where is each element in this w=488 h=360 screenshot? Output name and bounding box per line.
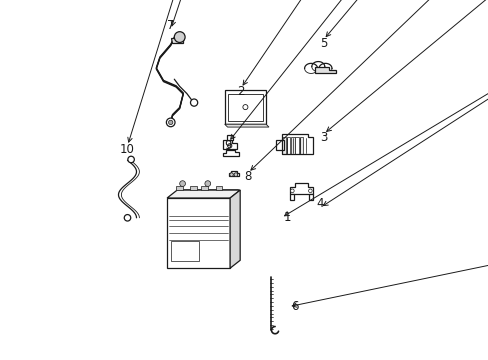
Polygon shape xyxy=(201,186,207,190)
Circle shape xyxy=(127,156,134,163)
Polygon shape xyxy=(167,198,230,268)
Polygon shape xyxy=(230,190,240,268)
Circle shape xyxy=(290,189,294,193)
Polygon shape xyxy=(299,137,303,154)
Text: 9: 9 xyxy=(224,139,232,152)
Polygon shape xyxy=(290,137,294,154)
Polygon shape xyxy=(170,38,183,43)
Polygon shape xyxy=(228,171,238,176)
Polygon shape xyxy=(314,67,336,73)
Polygon shape xyxy=(282,137,285,154)
Polygon shape xyxy=(167,190,240,198)
Circle shape xyxy=(229,173,233,176)
Polygon shape xyxy=(224,124,268,127)
Polygon shape xyxy=(289,183,312,194)
Polygon shape xyxy=(308,194,312,200)
Text: 3: 3 xyxy=(319,131,327,144)
Text: 4: 4 xyxy=(316,197,323,210)
Text: 7: 7 xyxy=(166,19,174,32)
Text: 5: 5 xyxy=(319,37,327,50)
Circle shape xyxy=(234,173,237,176)
Text: 2: 2 xyxy=(237,85,244,98)
Text: 1: 1 xyxy=(284,211,291,224)
Polygon shape xyxy=(289,194,293,200)
Polygon shape xyxy=(275,140,284,150)
Circle shape xyxy=(166,118,175,127)
Polygon shape xyxy=(170,241,199,261)
Circle shape xyxy=(204,181,210,186)
Polygon shape xyxy=(224,90,265,124)
Polygon shape xyxy=(223,150,239,156)
Circle shape xyxy=(179,181,185,186)
Polygon shape xyxy=(286,137,289,154)
Polygon shape xyxy=(295,137,298,154)
Circle shape xyxy=(124,215,130,221)
Polygon shape xyxy=(228,94,262,121)
Text: 10: 10 xyxy=(120,143,135,156)
Text: 6: 6 xyxy=(290,300,298,313)
Circle shape xyxy=(227,144,231,148)
Circle shape xyxy=(308,189,311,193)
Text: 8: 8 xyxy=(244,170,251,183)
Polygon shape xyxy=(223,140,236,149)
Polygon shape xyxy=(227,135,232,140)
Circle shape xyxy=(168,120,172,125)
Polygon shape xyxy=(215,186,222,190)
Polygon shape xyxy=(176,186,182,190)
Circle shape xyxy=(243,104,247,109)
Polygon shape xyxy=(190,186,197,190)
Circle shape xyxy=(174,32,185,42)
Circle shape xyxy=(190,99,197,106)
